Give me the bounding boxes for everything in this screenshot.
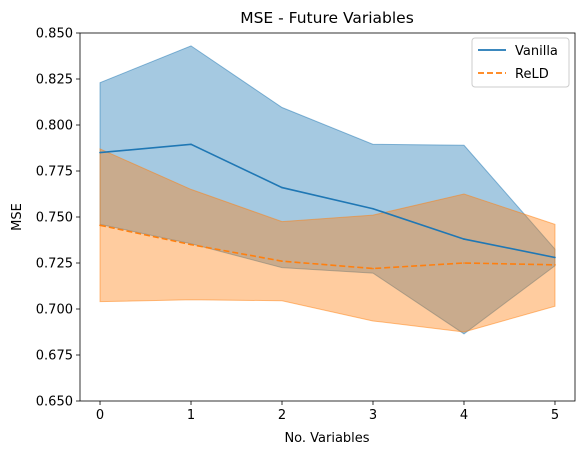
y-tick-label: 0.750 [36, 211, 73, 226]
point-vanilla-3 [372, 207, 374, 210]
y-tick-label: 0.775 [36, 165, 73, 180]
point-vanilla-4 [463, 238, 465, 240]
y-tick-label: 0.700 [36, 303, 73, 318]
point-vanilla-2 [281, 186, 283, 189]
x-axis-label: No. Variables [284, 431, 369, 446]
y-tick-label: 0.675 [36, 349, 73, 364]
chart-title: MSE - Future Variables [240, 9, 414, 27]
point-reld-3 [372, 267, 374, 270]
point-vanilla-0 [99, 151, 101, 154]
point-reld-4 [463, 262, 465, 264]
y-tick-label: 0.800 [36, 119, 73, 134]
y-tick-label: 0.725 [36, 257, 73, 272]
x-axis-ticks: 0 1 2 3 4 5 [96, 401, 559, 423]
series-lines [99, 143, 556, 270]
legend-label-reld: ReLD [515, 67, 549, 82]
band-reld [99, 148, 556, 333]
x-tick-label: 0 [96, 408, 104, 423]
line-reld [99, 224, 555, 270]
y-tick-label: 0.650 [36, 395, 73, 410]
point-reld-0 [99, 224, 101, 227]
legend-label-vanilla: Vanilla [515, 44, 558, 59]
x-tick-label: 1 [187, 408, 195, 423]
legend: Vanilla ReLD [471, 37, 570, 88]
x-tick-label: 5 [551, 408, 559, 423]
y-axis-ticks: 0.650 0.675 0.700 0.725 0.750 0.775 0.800 0.825… [36, 27, 80, 410]
point-reld-2 [281, 260, 283, 262]
x-tick-label: 2 [278, 408, 286, 423]
point-vanilla-5 [554, 256, 556, 259]
y-tick-label: 0.850 [36, 27, 73, 42]
point-reld-1 [190, 243, 192, 246]
point-reld-5 [554, 264, 556, 266]
line-vanilla [99, 143, 556, 259]
x-tick-label: 3 [369, 408, 377, 423]
confidence-bands [99, 45, 556, 335]
y-axis-label: MSE [10, 203, 25, 231]
x-tick-label: 4 [460, 408, 468, 423]
point-vanilla-1 [190, 143, 192, 146]
y-tick-label: 0.825 [36, 73, 73, 88]
